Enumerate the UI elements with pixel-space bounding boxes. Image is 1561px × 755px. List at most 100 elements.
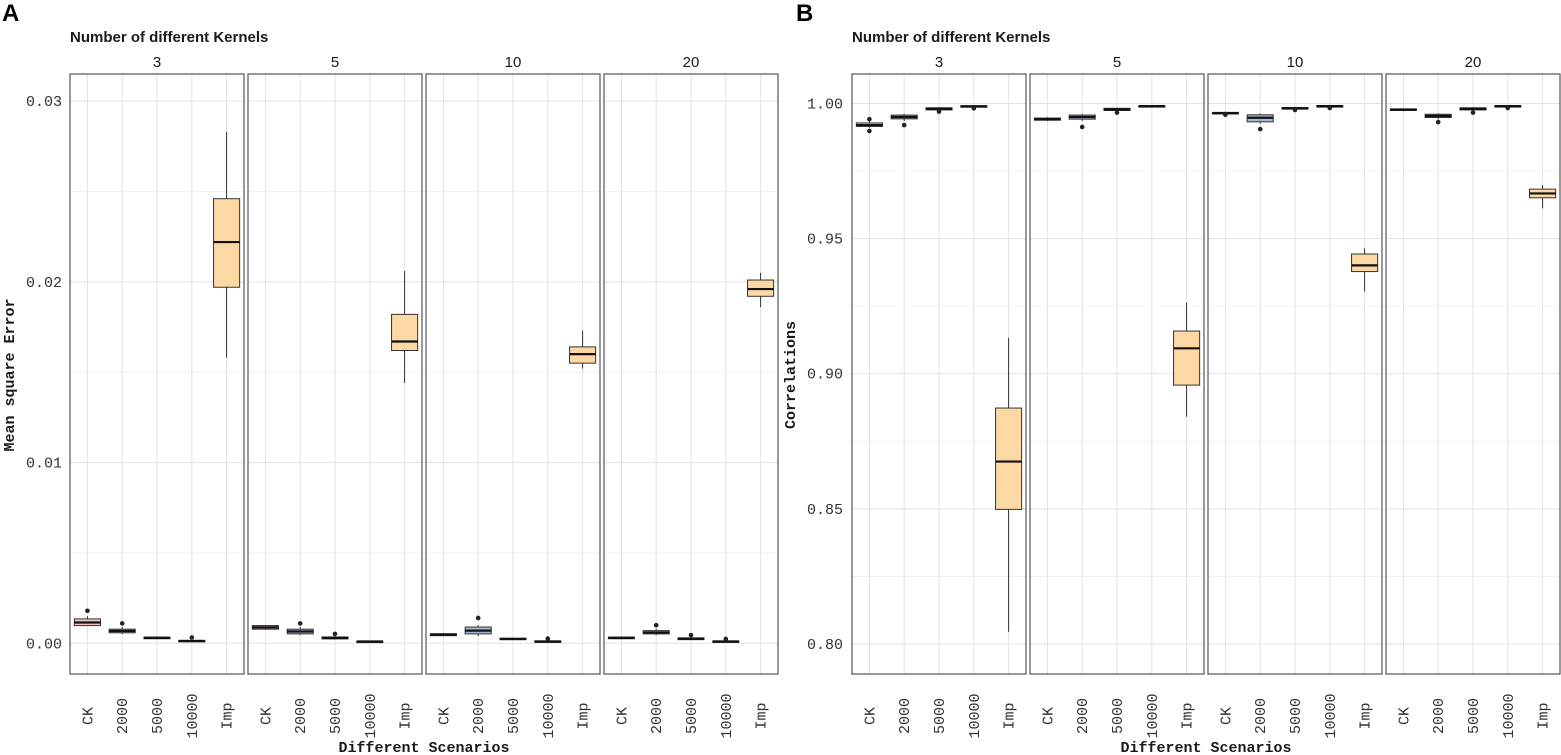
box-imp <box>1351 248 1379 292</box>
box-2000 <box>1246 113 1274 132</box>
facet-border <box>1207 73 1383 675</box>
y-tick-label: 1.00 <box>807 96 843 113</box>
box-2000 <box>464 615 492 637</box>
outlier-point <box>545 636 551 641</box>
outlier-point <box>332 631 338 637</box>
outlier-point <box>297 621 303 626</box>
box-ck <box>429 633 457 637</box>
y-axis-label-b: Correlations <box>783 321 800 429</box>
facet-label: 5 <box>1113 54 1121 71</box>
y-tick-label: 0.00 <box>26 636 62 653</box>
x-tick-label: CK <box>1218 707 1235 725</box>
outlier-point <box>867 128 872 134</box>
outlier-point <box>1470 110 1476 115</box>
outlier-point <box>936 109 942 114</box>
facet-border <box>851 73 1027 675</box>
facet-label: 3 <box>153 54 161 71</box>
box-imp <box>569 330 597 369</box>
x-tick-label: 10000 <box>185 693 202 738</box>
facet-label: 20 <box>683 54 700 71</box>
outlier-point <box>1257 126 1263 132</box>
outlier-point <box>723 636 729 642</box>
box-5000 <box>677 632 705 641</box>
x-axis-label-a: Different Scenarios <box>338 740 509 755</box>
x-tick-label: 10000 <box>363 693 380 738</box>
outlier-point <box>1327 105 1333 111</box>
facet-label: 3 <box>935 54 943 71</box>
x-tick-label: 10000 <box>967 693 984 738</box>
x-tick-label: 10000 <box>1145 693 1162 738</box>
x-tick-label: 5000 <box>150 698 167 734</box>
facet-border <box>247 73 423 675</box>
box-imp <box>1529 185 1557 209</box>
x-tick-label: CK <box>436 707 453 725</box>
x-tick-label: Imp <box>1358 702 1375 729</box>
outlier-point <box>971 106 977 111</box>
box-10000 <box>1316 105 1344 111</box>
x-tick-label: 10000 <box>541 693 558 738</box>
x-tick-label: Imp <box>1536 702 1553 729</box>
x-tick-label: 2000 <box>1075 698 1092 734</box>
box-10000 <box>356 640 384 644</box>
facet-label: 10 <box>1287 54 1304 71</box>
x-tick-label: 5000 <box>328 698 345 734</box>
x-tick-label: 5000 <box>1466 698 1483 734</box>
outlier-point <box>1435 119 1441 125</box>
x-tick-label: Imp <box>576 702 593 729</box>
x-tick-label: 2000 <box>897 698 914 734</box>
facet-border <box>425 73 601 675</box>
outlier-point <box>1505 105 1511 111</box>
x-tick-label: 2000 <box>471 698 488 734</box>
box-5000 <box>143 636 171 640</box>
x-tick-label: 2000 <box>293 698 310 734</box>
facet-border <box>1385 73 1561 675</box>
box-ck <box>1211 111 1239 118</box>
box-2000 <box>1424 113 1452 125</box>
x-tick-label: 2000 <box>1253 698 1270 734</box>
y-tick-label: 0.80 <box>807 637 843 654</box>
box-10000 <box>534 636 562 643</box>
x-tick-label: CK <box>80 707 97 725</box>
box-imp <box>391 270 419 384</box>
y-tick-label: 0.90 <box>807 367 843 384</box>
outlier-point <box>1079 124 1085 130</box>
outlier-point <box>119 621 125 626</box>
outlier-point <box>867 116 872 122</box>
chart-panel-a: 0.00 0.01 0.02 0.03 3 CK 2000 5000 10000 Imp 5 CK 20… <box>26 54 779 739</box>
box-2000 <box>642 622 670 636</box>
facet-title-a: Number of different Kernels <box>70 29 268 46</box>
facet-title-b: Number of different Kernels <box>852 29 1050 46</box>
box-ck <box>251 625 279 630</box>
box-10000 <box>960 105 988 111</box>
box-5000 <box>321 631 349 640</box>
x-tick-label: 5000 <box>1110 698 1127 734</box>
box-10000 <box>178 635 206 643</box>
y-tick-label: 0.03 <box>26 94 62 111</box>
x-tick-label: 5000 <box>684 698 701 734</box>
y-axis-label-a: Mean square Error <box>2 298 19 451</box>
panel-label-a: A <box>2 0 19 27</box>
x-tick-label: 2000 <box>649 698 666 734</box>
outlier-point <box>475 615 481 621</box>
box-imp <box>747 272 775 308</box>
facet-label: 5 <box>331 54 339 71</box>
outlier-point <box>653 622 659 628</box>
box-5000 <box>499 637 527 641</box>
x-tick-label: CK <box>862 707 879 725</box>
box-5000 <box>925 106 953 114</box>
x-tick-label: CK <box>1040 707 1057 725</box>
box-ck <box>855 116 883 134</box>
x-tick-label: Imp <box>754 702 771 729</box>
box-2000 <box>890 113 918 128</box>
box-10000 <box>1138 105 1166 108</box>
facet-label: 20 <box>1465 54 1482 71</box>
x-tick-label: 10000 <box>1323 693 1340 738</box>
facet-border <box>1029 73 1205 675</box>
box-10000 <box>712 636 740 643</box>
box-body <box>391 313 419 352</box>
x-tick-label: 5000 <box>506 698 523 734</box>
box-2000 <box>1068 113 1096 130</box>
outlier-point <box>688 632 694 638</box>
x-axis-label-b: Different Scenarios <box>1120 740 1291 755</box>
